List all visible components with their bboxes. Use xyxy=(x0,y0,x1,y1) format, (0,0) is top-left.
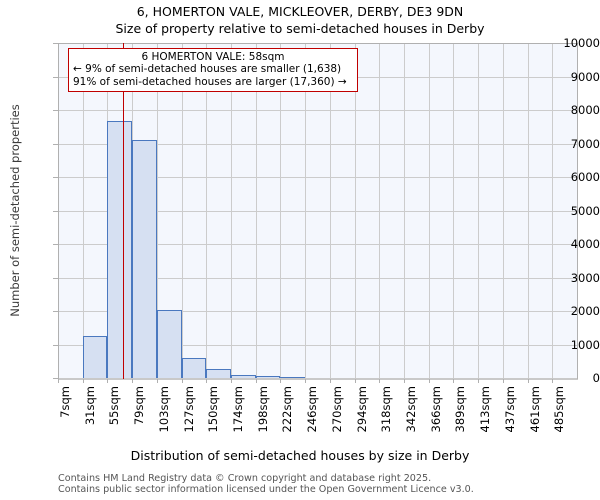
y-tick-mark xyxy=(53,177,58,178)
x-tick-label: 461sqm xyxy=(527,386,542,433)
y-tick-label: 3000 xyxy=(570,270,600,285)
y-tick-label: 4000 xyxy=(570,237,600,251)
y-tick-mark xyxy=(53,244,58,245)
x-tick-label: 198sqm xyxy=(255,386,270,433)
x-tick-label: 55sqm xyxy=(107,386,122,426)
y-tick-mark xyxy=(53,344,58,346)
y-tick-mark xyxy=(53,43,58,44)
y-tick-label: 1000 xyxy=(570,337,600,352)
x-tick-mark xyxy=(404,379,405,383)
x-tick-mark xyxy=(453,379,455,383)
y-tick-mark xyxy=(53,277,58,279)
gridline-horizontal xyxy=(58,143,577,145)
x-tick-label: 437sqm xyxy=(502,386,517,433)
x-tick-label: 485sqm xyxy=(552,386,567,433)
bar xyxy=(156,310,182,378)
y-tick-label: 10000 xyxy=(563,36,600,50)
x-tick-label: 7sqm xyxy=(58,386,72,418)
gridline-horizontal xyxy=(58,311,577,312)
x-tick-label: 150sqm xyxy=(206,386,221,433)
gridline-horizontal xyxy=(58,344,577,346)
y-tick-label: 5000 xyxy=(570,203,600,218)
x-tick-label: 366sqm xyxy=(428,386,443,433)
x-tick-label: 127sqm xyxy=(181,386,196,433)
x-tick-mark xyxy=(478,379,480,383)
x-tick-mark xyxy=(552,379,554,383)
gridline-horizontal xyxy=(58,277,577,279)
footer-line1: Contains HM Land Registry data © Crown c… xyxy=(58,473,432,484)
x-tick-mark xyxy=(354,379,356,383)
bar xyxy=(231,374,256,378)
x-tick-label: 389sqm xyxy=(453,386,468,433)
x-tick-mark xyxy=(255,379,257,383)
x-tick-mark xyxy=(527,379,529,383)
y-tick-mark xyxy=(53,110,58,111)
y-tick-mark xyxy=(53,76,58,78)
x-tick-label: 174sqm xyxy=(231,386,245,433)
x-tick-mark xyxy=(428,379,430,383)
x-tick-mark xyxy=(280,379,282,383)
x-tick-mark xyxy=(156,379,158,383)
chart-title-line1: 6, HOMERTON VALE, MICKLEOVER, DERBY, DE3… xyxy=(136,4,464,19)
plot-spine-top xyxy=(58,43,578,44)
bar xyxy=(181,357,207,378)
x-tick-label: 342sqm xyxy=(404,386,418,433)
y-tick-label: 9000 xyxy=(570,69,600,84)
gridline-horizontal xyxy=(58,210,577,212)
x-tick-mark xyxy=(181,379,183,383)
x-tick-label: 270sqm xyxy=(329,386,344,433)
bar xyxy=(132,140,157,378)
x-tick-label: 31sqm xyxy=(82,386,97,426)
plot-area xyxy=(58,43,577,379)
bar xyxy=(280,377,306,379)
x-tick-label: 103sqm xyxy=(156,386,171,433)
property-marker-line xyxy=(122,43,125,379)
y-tick-mark xyxy=(53,210,58,212)
x-tick-mark xyxy=(206,379,208,383)
x-tick-mark xyxy=(82,379,84,383)
x-tick-label: 246sqm xyxy=(305,386,320,433)
bar xyxy=(255,375,281,378)
x-tick-mark xyxy=(379,379,381,383)
y-tick-label: 0 xyxy=(592,371,600,385)
x-tick-label: 79sqm xyxy=(132,386,147,426)
plot-spine-bottom xyxy=(58,378,578,380)
gridline-horizontal xyxy=(58,110,577,111)
annotation-box: 6 HOMERTON VALE: 58sqm ← 9% of semi-deta… xyxy=(68,48,358,93)
x-tick-mark xyxy=(58,379,59,383)
y-tick-label: 7000 xyxy=(570,136,600,151)
x-tick-label: 294sqm xyxy=(354,386,369,433)
annotation-smaller: ← 9% of semi-detached houses are smaller… xyxy=(73,63,342,76)
x-tick-label: 318sqm xyxy=(379,386,394,433)
x-tick-label: 413sqm xyxy=(478,386,493,433)
plot-spine-left xyxy=(58,43,59,379)
x-tick-mark xyxy=(231,379,232,383)
y-tick-label: 6000 xyxy=(570,170,600,184)
x-tick-mark xyxy=(132,379,134,383)
y-tick-label: 2000 xyxy=(570,304,600,318)
bar xyxy=(82,336,108,378)
x-tick-mark xyxy=(107,379,109,383)
x-tick-mark xyxy=(502,379,504,383)
x-tick-label: 222sqm xyxy=(280,386,295,433)
annotation-title: 6 HOMERTON VALE: 58sqm xyxy=(141,51,285,63)
gridline-horizontal xyxy=(58,244,577,245)
y-axis-title: Number of semi-detached properties xyxy=(8,104,22,317)
x-tick-mark xyxy=(305,379,307,383)
annotation-larger: 91% of semi-detached houses are larger (… xyxy=(73,75,347,88)
chart-subtitle: Size of property relative to semi-detach… xyxy=(115,21,485,36)
y-tick-label: 8000 xyxy=(570,103,600,117)
gridline-horizontal xyxy=(58,177,577,178)
x-tick-mark xyxy=(329,379,331,383)
x-axis-title: Distribution of semi-detached houses by … xyxy=(130,448,470,463)
y-tick-mark xyxy=(53,378,58,379)
y-tick-mark xyxy=(53,311,58,312)
bar xyxy=(206,368,231,378)
bar xyxy=(107,121,133,378)
plot-spine-right xyxy=(577,43,578,379)
footer-line2: Contains public sector information licen… xyxy=(58,484,474,495)
y-tick-mark xyxy=(53,143,58,145)
